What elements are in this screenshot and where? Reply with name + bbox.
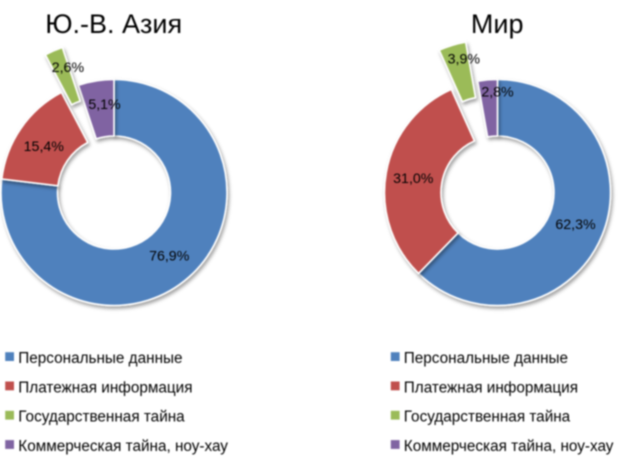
svg-text:Персональные данные: Персональные данные [18,350,182,367]
svg-text:2,8%: 2,8% [481,84,514,100]
svg-text:5,1%: 5,1% [88,97,121,113]
svg-text:Платежная информация: Платежная информация [18,379,192,396]
svg-text:62,3%: 62,3% [555,217,596,233]
svg-text:76,9%: 76,9% [149,249,190,265]
svg-text:Коммерческая тайна, ноу-хау: Коммерческая тайна, ноу-хау [18,438,228,455]
svg-text:31,0%: 31,0% [393,171,434,187]
svg-text:Ю.-В. Азия: Ю.-В. Азия [45,9,182,39]
svg-text:Персональные данные: Персональные данные [404,350,568,367]
svg-text:2,6%: 2,6% [52,60,85,76]
svg-text:Государственная тайна: Государственная тайна [404,409,571,426]
svg-text:Коммерческая тайна, ноу-хау: Коммерческая тайна, ноу-хау [404,438,614,455]
svg-text:3,9%: 3,9% [448,52,481,68]
svg-text:Мир: Мир [471,9,524,39]
svg-text:Платежная информация: Платежная информация [404,379,578,396]
svg-text:Государственная тайна: Государственная тайна [18,409,185,426]
svg-text:15,4%: 15,4% [24,139,65,155]
